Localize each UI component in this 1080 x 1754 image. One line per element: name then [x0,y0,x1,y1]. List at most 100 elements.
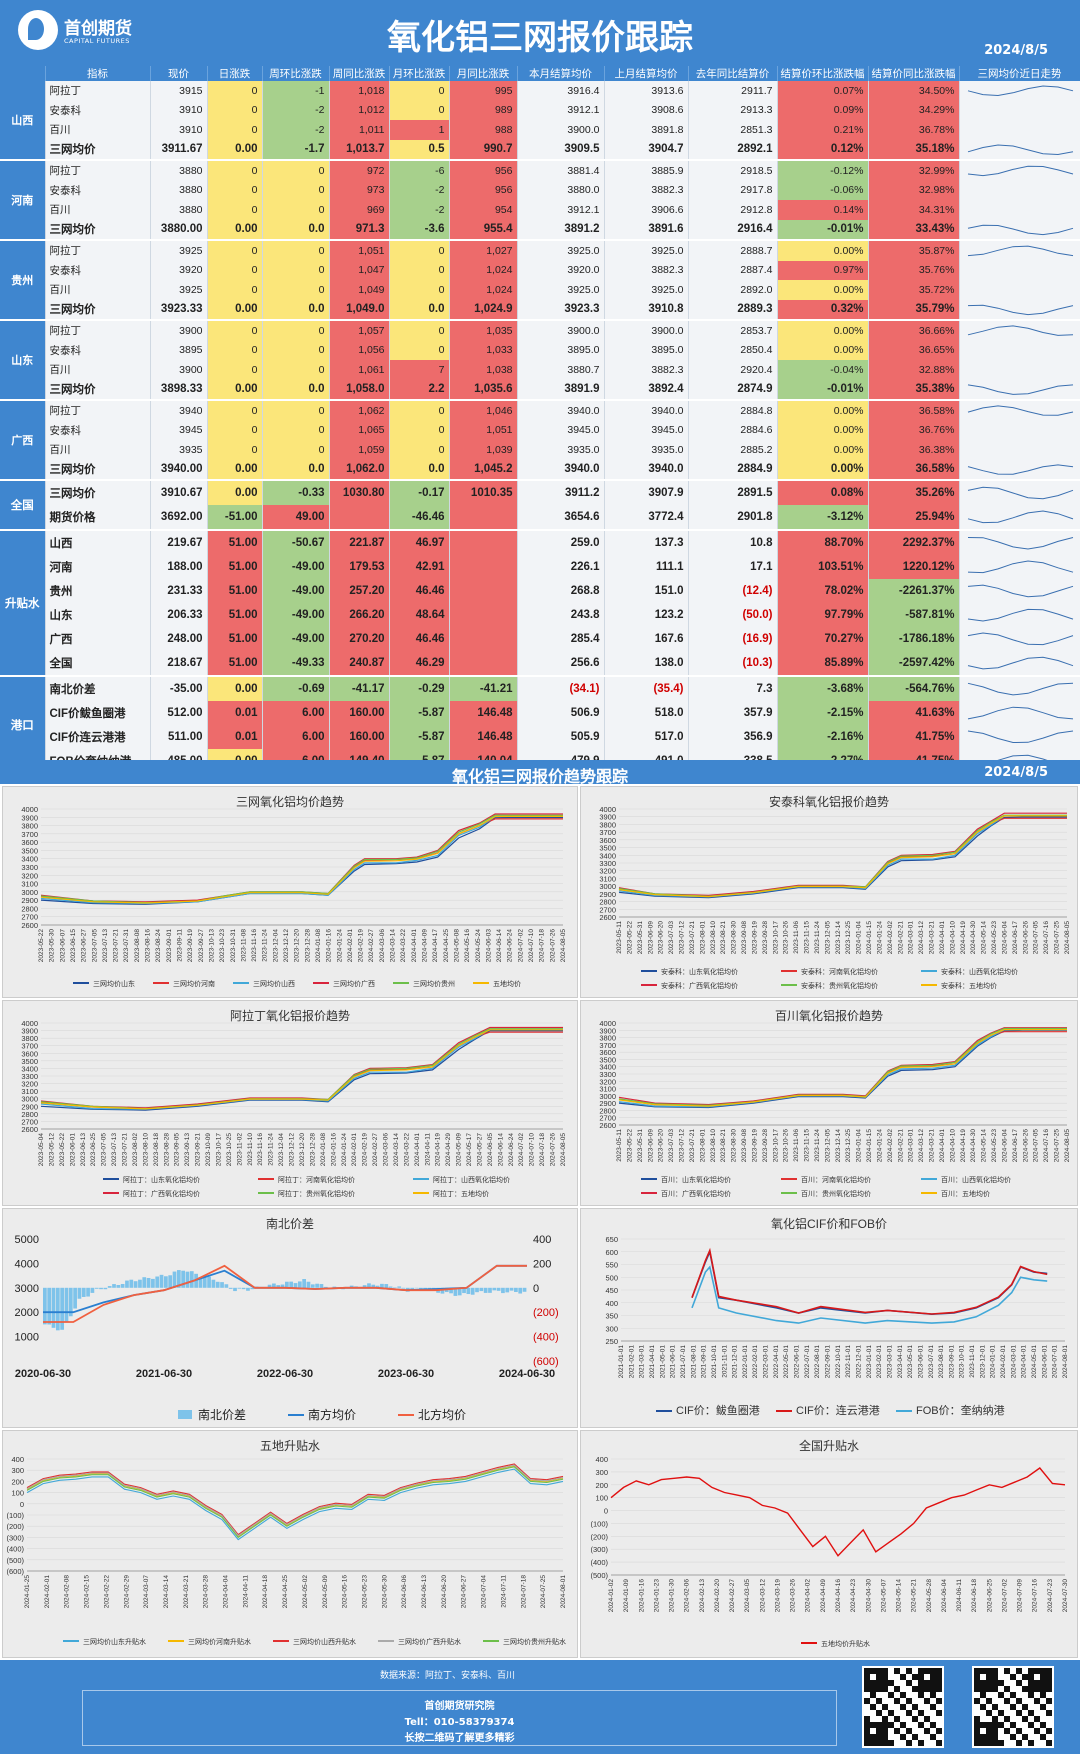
x-tick-label: 2023-09-01 [166,929,173,963]
data-cell: 3898.33 [150,379,208,401]
data-cell: -1.7 [262,139,330,161]
x-tick-label: 2023-11-16 [251,929,258,962]
data-cell: 969 [329,200,390,220]
qr-module [870,1722,876,1728]
data-cell: 0.0 [389,299,450,321]
x-tick-label: 2024-03-21 [929,921,936,955]
data-cell: 137.3 [604,530,689,555]
row-label: 安泰科 [45,420,151,440]
data-cell: 0 [207,340,263,360]
data-cell: 0 [262,280,330,300]
qr-module [1022,1674,1028,1680]
table-row: 百川 3880 0 0 969 -2 954 3912.1 3906.6 2912.8 0.14% 3… [0,200,1080,220]
data-cell: 0.07% [777,81,869,101]
x-tick-label: 2024-07-02 [517,929,524,963]
sparkline [967,608,1073,622]
x-tick-label: 2024-01-24 [876,1129,883,1163]
spread-bar [241,1287,246,1290]
qr-module [936,1728,942,1734]
data-cell [329,505,390,531]
data-cell: -2261.37% [868,579,960,603]
x-tick-label: 2024-07-25 [1054,1129,1061,1163]
data-cell: 0.00 [207,480,263,505]
x-tick-label: 2021-09-01 [701,1345,708,1379]
data-cell: -2 [262,100,330,120]
data-cell: 0.00% [777,400,869,421]
qr-module [906,1740,912,1746]
x-tick-label: 2024-06-04 [1001,1129,1008,1163]
qr-module [870,1692,876,1698]
sparkline [967,632,1073,646]
data-cell: 138.0 [604,651,689,677]
qr-module [864,1668,870,1674]
qr-module [974,1686,980,1692]
qr-module [1010,1704,1016,1710]
spread-bar [220,1282,224,1288]
data-cell: 995 [449,81,518,101]
x-tick-label: 2024-05-23 [991,921,998,955]
y-tick-label: 3400 [599,1063,616,1072]
spread-bar [453,1287,458,1296]
legend-label: 百川：山东氧化铝均价 [661,1175,731,1184]
series-line [691,1265,1048,1324]
qr-code-icon[interactable] [972,1666,1054,1748]
qr-module [864,1698,870,1704]
trend-section-date: 2024/8/5 [984,765,1048,780]
data-cell: -46.46 [389,505,450,531]
header-cell: 结算价环比涨跌幅 [777,66,869,81]
spread-bar [159,1274,164,1288]
data-cell: 2891.5 [688,480,778,505]
qr-code-icon[interactable] [862,1666,944,1748]
x-tick-label: 2023-06-25 [90,1133,97,1167]
x-tick-label: 2024-04-01 [939,921,946,955]
data-cell: 3935 [150,440,208,460]
data-cell: 3935.0 [517,440,605,460]
x-tick-label: 2024-04-10 [949,921,956,955]
spread-bar [250,1287,255,1290]
sparkline-cell [959,160,1080,181]
data-cell: 36.76% [868,420,960,440]
row-label: 安泰科 [45,180,151,200]
x-tick-label: 2023-07-21 [689,1129,696,1163]
legend-label: 三网均价贵州 [413,979,455,988]
table-row: 安泰科 3945 0 0 1,065 0 1,051 3945.0 3945.0 2884.6 0.… [0,420,1080,440]
table-row: 百川 3910 0 -2 1,011 1 988 3900.0 3891.8 2851.3 0.21… [0,120,1080,140]
sparkline [967,224,1073,235]
x-tick-label: 2023-07-21 [122,1133,129,1167]
x-tick-label: 2024-08-05 [560,929,567,963]
x-tick-label: 2024-04-16 [835,1579,842,1613]
legend-label: CIF价：鲅鱼圈港 [676,1403,760,1417]
x-tick-label: 2024-01-25 [24,1575,31,1609]
org-name: 首创期货研究院 [424,1701,495,1712]
sparkline-cell [959,260,1080,280]
x-tick-label: 2024-04-01 [1021,1345,1028,1379]
y-tick-label: 2700 [21,1117,38,1126]
spread-bar [397,1286,402,1288]
data-cell: 1,061 [329,360,390,380]
spread-bar [375,1285,380,1288]
qr-module [1046,1686,1052,1692]
row-label: CIF价鲅鱼圈港 [45,701,151,725]
x-tick-label: 2024-05-09 [322,1575,329,1609]
x-tick-label: 2024-03-14 [163,1575,170,1609]
series-line [618,816,1067,899]
x-tick-label: 2024-08-01 [560,1575,567,1609]
y-tick-label: (300) [6,1533,24,1542]
x-tick-label: 2023-05-11 [616,921,623,954]
spread-bar [172,1271,177,1288]
qr-module [1010,1674,1016,1680]
series-line [40,815,563,904]
x-tick-label: 2024-01-23 [653,1579,660,1613]
qr-module [1016,1728,1022,1734]
data-cell: 2920.4 [688,360,778,380]
spread-bar [138,1279,142,1288]
legend-label: 阿拉丁：山东氧化铝均价 [123,1175,200,1184]
data-cell: 46.46 [389,627,450,651]
header-cell: 三网均价近日走势 [959,66,1080,81]
x-tick-label: 2023-11-15 [804,921,811,954]
spread-bar [267,1284,272,1288]
spread-bar [310,1284,315,1288]
x-tick-label: 2024-04-01 [411,929,418,963]
